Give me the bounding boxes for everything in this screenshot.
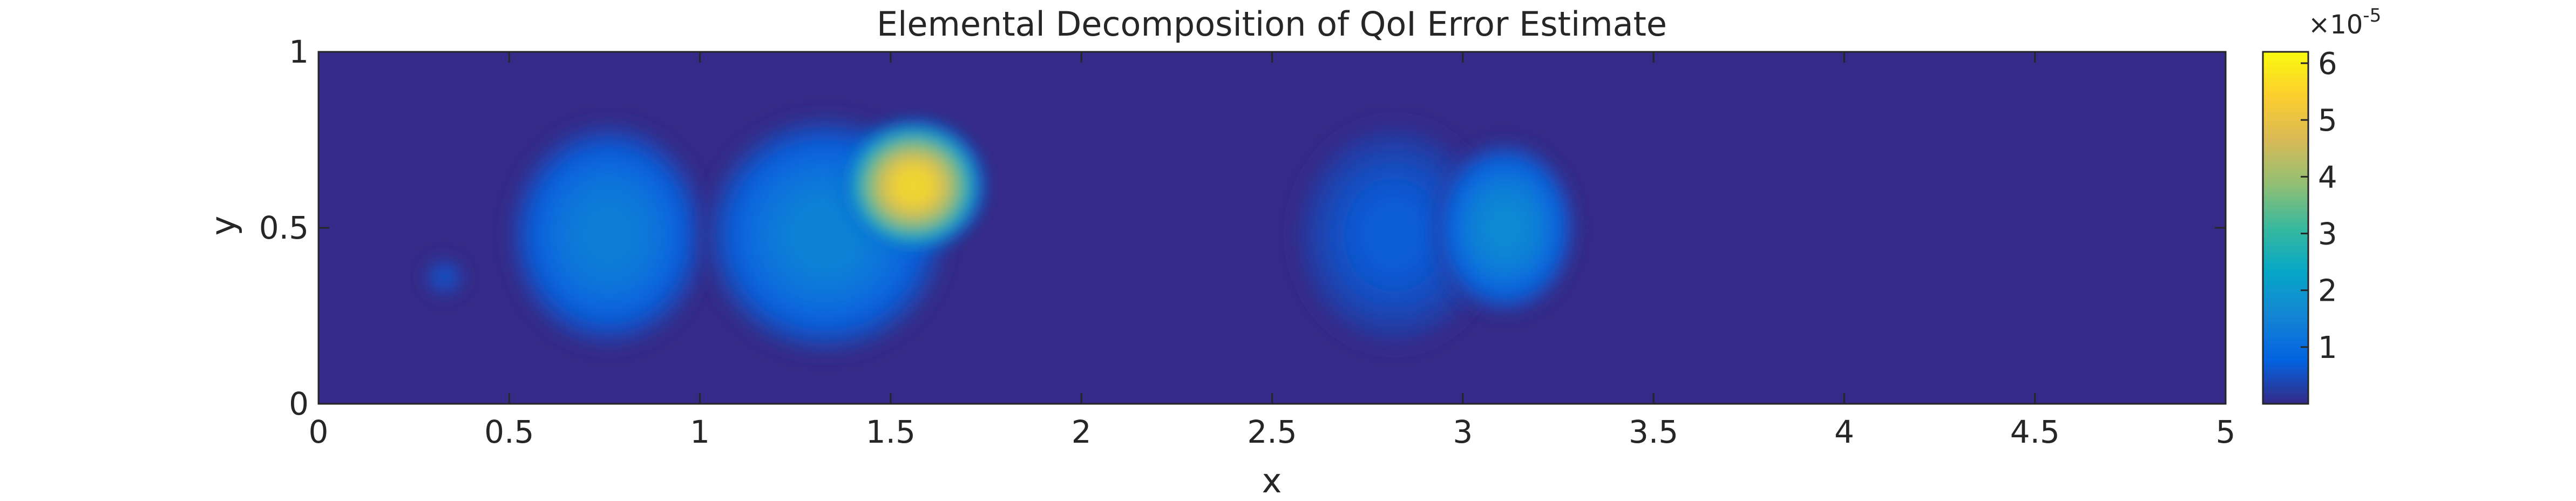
heatmap-field <box>422 112 1578 357</box>
x-tick-label-8: 4 <box>1834 414 1854 450</box>
y-axis-label: y <box>204 216 243 236</box>
x-axis: 0 0.5 1 1.5 2 2.5 3 3.5 4 4.5 5 <box>309 51 2236 450</box>
heat-blob-4 <box>1291 119 1497 350</box>
colorbar-tick-label-4: 5 <box>2318 103 2337 138</box>
x-tick-label-4: 2 <box>1072 414 1092 450</box>
x-tick-label-10: 5 <box>2216 414 2236 450</box>
colorbar-exponent-power: -5 <box>2363 5 2381 26</box>
chart-title: Elemental Decomposition of QoI Error Est… <box>877 4 1667 44</box>
colorbar: 1 2 3 4 5 6 ×10-5 <box>2262 5 2381 405</box>
colorbar-ticks: 1 2 3 4 5 6 <box>2262 46 2337 405</box>
colorbar-tick-label-3: 4 <box>2318 160 2337 195</box>
colorbar-tick-label-1: 2 <box>2318 274 2337 309</box>
heat-blob-1-level-14 <box>606 232 611 238</box>
x-tick-label-6: 3 <box>1453 414 1473 450</box>
x-tick-label-0: 0 <box>309 414 329 450</box>
x-tick-label-7: 3.5 <box>1629 414 1678 450</box>
heat-blob-2-level-14 <box>823 232 829 238</box>
colorbar-exponent-base: ×10 <box>2308 10 2363 40</box>
heat-blob-0 <box>422 256 467 298</box>
colorbar-tick-label-2: 3 <box>2318 217 2337 252</box>
colorbar-exponent: ×10-5 <box>2308 5 2381 40</box>
heat-blob-4-level-14 <box>1392 232 1397 238</box>
plot-area <box>318 52 2226 404</box>
x-tick-label-3: 1.5 <box>866 414 916 450</box>
y-tick-label-0: 0 <box>289 385 309 422</box>
heat-blob-0-level-14 <box>444 276 445 278</box>
x-tick-label-1: 0.5 <box>484 414 534 450</box>
x-tick-label-9: 4.5 <box>2010 414 2060 450</box>
x-tick-label-5: 2.5 <box>1247 414 1297 450</box>
y-tick-label-2: 1 <box>289 33 309 70</box>
colorbar-frame <box>2262 51 2309 405</box>
colorbar-tick-label-0: 1 <box>2318 330 2337 365</box>
x-tick-label-2: 1 <box>690 414 710 450</box>
heat-blob-3-level-14 <box>912 184 916 187</box>
heat-blob-5 <box>1431 139 1578 316</box>
heat-blob-3 <box>840 118 987 254</box>
heat-blob-5-level-14 <box>1503 226 1507 230</box>
y-axis: 00.51 <box>259 33 2226 422</box>
colorbar-tick-label-5: 6 <box>2318 46 2337 82</box>
colorbar-gradient <box>2263 52 2308 404</box>
heat-blob-1 <box>505 119 711 350</box>
y-tick-label-1: 0.5 <box>259 209 309 246</box>
x-axis-label: x <box>1262 461 1282 500</box>
